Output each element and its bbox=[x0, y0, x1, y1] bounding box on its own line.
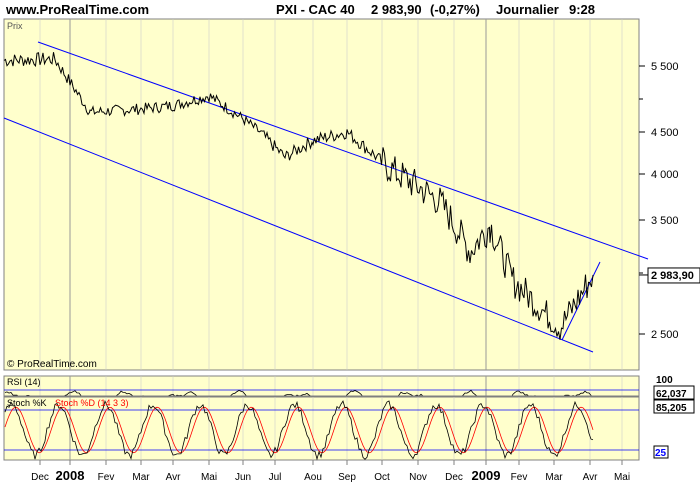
channel-line bbox=[37, 41, 649, 260]
price-vertical-grid bbox=[39, 19, 623, 370]
instrument-title: PXI - CAC 40 bbox=[276, 2, 355, 17]
y-tick-label: 5 500 bbox=[651, 61, 679, 73]
x-tick-label: Jul bbox=[269, 472, 282, 483]
x-tick-label: Dec bbox=[445, 472, 463, 483]
last-price-marker: 2 983,90 bbox=[639, 267, 700, 284]
stoch-k-label: Stoch %K bbox=[7, 398, 47, 408]
x-tick-label: Jun bbox=[235, 472, 251, 483]
header-period: Journalier bbox=[496, 2, 559, 17]
x-tick-label: 2009 bbox=[472, 468, 501, 483]
rsi-label: RSI (14) bbox=[7, 377, 41, 387]
x-tick-label: Nov bbox=[409, 472, 427, 483]
header-time: 9:28 bbox=[569, 2, 595, 17]
rsi-top-label: 100 bbox=[656, 375, 673, 386]
y-tick-label: 3 500 bbox=[651, 215, 679, 227]
x-tick-label: Avr bbox=[583, 472, 598, 483]
y-tick-label: 2 500 bbox=[651, 329, 679, 341]
y-tick-label: 4 500 bbox=[651, 127, 679, 139]
x-tick-label: Mai bbox=[614, 472, 630, 483]
last-price-label: 2 983,90 bbox=[651, 270, 694, 282]
x-tick-label: Avr bbox=[166, 472, 181, 483]
price-panel bbox=[3, 18, 640, 371]
stoch-d-label: Stoch %D (14 3 3) bbox=[55, 398, 129, 408]
x-tick-label: Sep bbox=[338, 472, 356, 483]
x-tick-label: Dec bbox=[31, 472, 49, 483]
stoch-last-label: 85,205 bbox=[656, 403, 687, 414]
price-series-line bbox=[3, 52, 594, 340]
x-axis: Dec 2008 Fev Mar Avr Mai Jun Jul Aou Sep Oct Nov Dec… bbox=[31, 460, 630, 483]
channel-line bbox=[561, 261, 601, 341]
stoch-last-box bbox=[653, 399, 695, 414]
x-tick-label: Fev bbox=[511, 472, 528, 483]
header-price: 2 983,90 bbox=[371, 2, 422, 17]
x-tick-label: Mar bbox=[545, 472, 563, 483]
watermark: © ProRealTime.com bbox=[7, 359, 97, 370]
rsi-last-label: 62,037 bbox=[656, 389, 687, 400]
trend-channel bbox=[3, 41, 649, 353]
site-name: www.ProRealTime.com bbox=[5, 2, 149, 17]
price-y-axis: 5 500 4 500 4 000 3 500 2 500 bbox=[639, 61, 679, 341]
x-tick-label: Oct bbox=[374, 472, 390, 483]
stoch-level-25-box bbox=[653, 445, 669, 459]
header-change: (-0,27%) bbox=[430, 2, 480, 17]
price-panel-label: Prix bbox=[7, 21, 23, 31]
stoch-k-line bbox=[4, 400, 594, 461]
y-tick-label: 4 000 bbox=[651, 169, 679, 181]
x-tick-label: 2008 bbox=[56, 468, 85, 483]
x-tick-label: Mar bbox=[132, 472, 150, 483]
stoch-d-line bbox=[4, 406, 594, 454]
stoch-level-25-label: 25 bbox=[655, 448, 667, 459]
channel-line bbox=[3, 117, 594, 353]
x-tick-label: Aou bbox=[304, 472, 322, 483]
rsi-last-box bbox=[653, 385, 695, 400]
x-tick-label: Mai bbox=[201, 472, 217, 483]
x-tick-label: Fev bbox=[98, 472, 115, 483]
